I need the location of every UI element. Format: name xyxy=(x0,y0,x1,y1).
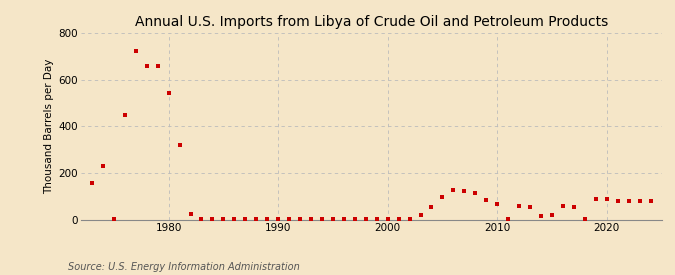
Point xyxy=(612,199,623,204)
Point xyxy=(207,217,218,221)
Point xyxy=(295,217,306,221)
Point xyxy=(558,204,568,208)
Point xyxy=(109,217,119,221)
Point xyxy=(568,205,579,209)
Point xyxy=(360,217,371,221)
Point xyxy=(86,180,97,185)
Point xyxy=(317,217,327,221)
Point xyxy=(645,199,656,204)
Point xyxy=(579,217,590,221)
Point xyxy=(623,199,634,204)
Point xyxy=(163,90,174,95)
Text: Source: U.S. Energy Information Administration: Source: U.S. Energy Information Administ… xyxy=(68,262,299,272)
Point xyxy=(503,217,514,221)
Point xyxy=(437,194,448,199)
Point xyxy=(514,204,524,208)
Point xyxy=(426,205,437,209)
Point xyxy=(547,213,558,218)
Point xyxy=(218,217,229,221)
Point xyxy=(524,205,535,209)
Point xyxy=(327,217,338,221)
Point xyxy=(153,64,163,68)
Point xyxy=(338,217,349,221)
Point xyxy=(536,214,547,219)
Point xyxy=(141,64,152,68)
Point xyxy=(492,201,503,206)
Point xyxy=(481,198,491,202)
Point xyxy=(196,217,207,221)
Point xyxy=(470,191,481,195)
Point xyxy=(262,217,273,221)
Point xyxy=(382,217,393,221)
Point xyxy=(415,213,426,218)
Point xyxy=(591,197,601,201)
Point xyxy=(251,217,262,221)
Point xyxy=(350,217,360,221)
Point xyxy=(185,212,196,216)
Point xyxy=(404,217,415,221)
Point xyxy=(97,164,108,168)
Title: Annual U.S. Imports from Libya of Crude Oil and Petroleum Products: Annual U.S. Imports from Libya of Crude … xyxy=(134,15,608,29)
Point xyxy=(601,197,612,201)
Point xyxy=(229,217,240,221)
Point xyxy=(284,217,294,221)
Point xyxy=(273,217,284,221)
Point xyxy=(174,143,185,147)
Point xyxy=(306,217,317,221)
Point xyxy=(119,113,130,117)
Y-axis label: Thousand Barrels per Day: Thousand Barrels per Day xyxy=(45,59,55,194)
Point xyxy=(394,217,404,221)
Point xyxy=(634,199,645,204)
Point xyxy=(371,217,382,221)
Point xyxy=(459,189,470,193)
Point xyxy=(448,188,459,192)
Point xyxy=(130,48,141,53)
Point xyxy=(240,217,250,221)
